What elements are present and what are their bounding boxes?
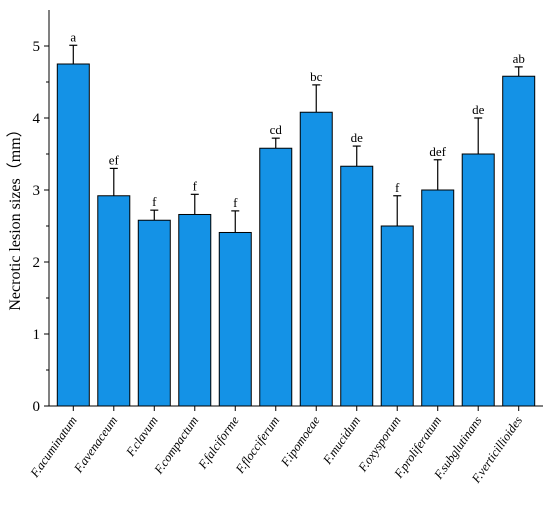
bar-F.subglutinans — [461, 153, 495, 407]
bar-F.clavum — [137, 219, 171, 407]
bar-F.ipomoeae — [299, 111, 333, 407]
x-tick-label-F.clavum: F.clavum — [123, 414, 161, 460]
y-tick-label-1: 1 — [33, 327, 41, 343]
significance-label-F.subglutinans: de — [472, 102, 485, 117]
significance-label-F.avenaceum: ef — [109, 152, 120, 167]
y-tick-label-0: 0 — [33, 399, 41, 415]
significance-label-F.verticillioides: ab — [513, 51, 525, 66]
plot-area: 012345aF.acuminatumefF.avenaceumfF.clavu… — [27, 10, 543, 486]
bar-F.falciforme — [218, 231, 252, 407]
bar-F.oxysporum — [380, 225, 414, 407]
significance-label-F.acuminatum: a — [70, 29, 76, 44]
x-tick-label-F.acuminatum: F.acuminatum — [27, 414, 80, 481]
significance-label-F.flocciferum: cd — [270, 122, 283, 137]
bar-F.flocciferum — [259, 147, 293, 407]
y-tick-label-2: 2 — [33, 255, 41, 271]
bar-F.verticillioides — [502, 75, 536, 407]
y-axis-title: Necrotic lesion sizes（mm） — [6, 121, 24, 310]
significance-label-F.ipomoeae: bc — [310, 69, 323, 84]
y-tick-label-3: 3 — [33, 183, 41, 199]
bar-F.avenaceum — [97, 195, 131, 407]
bar-F.proliferatum — [421, 189, 455, 407]
bar-F.compactum — [178, 213, 212, 407]
x-tick-label-F.ipomoeae: F.ipomoeae — [278, 413, 323, 470]
bar-F.mucidum — [340, 165, 374, 407]
y-tick-label-5: 5 — [33, 39, 41, 55]
significance-label-F.mucidum: de — [351, 130, 364, 145]
significance-label-F.oxysporum: f — [395, 180, 400, 195]
significance-label-F.clavum: f — [152, 194, 157, 209]
y-tick-label-4: 4 — [33, 111, 41, 127]
significance-label-F.proliferatum: def — [429, 144, 446, 159]
x-tick-label-F.mucidum: F.mucidum — [320, 414, 364, 468]
significance-label-F.falciforme: f — [233, 195, 238, 210]
significance-label-F.compactum: f — [193, 178, 198, 193]
bar-F.acuminatum — [56, 63, 90, 407]
